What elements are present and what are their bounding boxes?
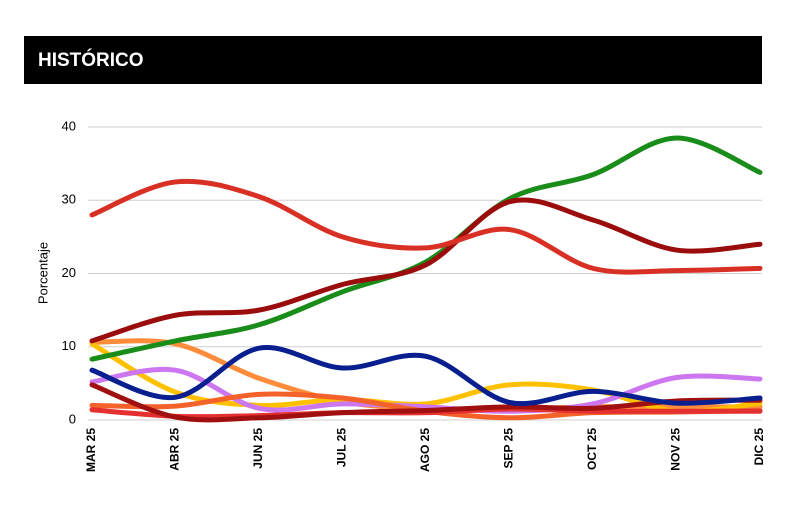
y-axis-label: Porcentaje: [35, 242, 50, 304]
x-tick-label: OCT 25: [585, 428, 599, 470]
line-series: [89, 341, 763, 415]
x-tick-label: ABR 25: [168, 428, 182, 471]
y-tick-label: 20: [62, 265, 76, 280]
x-tick-label: NOV 25: [669, 428, 683, 471]
x-tick-label: AGO 25: [418, 428, 432, 472]
line-series: [89, 178, 763, 275]
x-tick-label: JUN 25: [251, 428, 265, 469]
x-tick-label: DIC 25: [752, 428, 766, 466]
x-tick-label: MAR 25: [84, 428, 98, 472]
line-series: [89, 366, 763, 414]
line-series: [89, 345, 763, 407]
y-tick-label: 10: [62, 338, 76, 353]
x-tick-label: JUL 25: [335, 428, 349, 467]
x-tick-label: SEP 25: [502, 428, 516, 469]
chart-title: HISTÓRICO: [38, 49, 144, 71]
y-tick-label: 30: [62, 192, 76, 207]
line-series: [89, 382, 763, 423]
y-tick-label: 0: [69, 411, 76, 426]
title-bar: [24, 36, 762, 84]
line-series: [89, 197, 763, 344]
line-series: [89, 135, 763, 362]
y-tick-label: 40: [62, 118, 76, 133]
